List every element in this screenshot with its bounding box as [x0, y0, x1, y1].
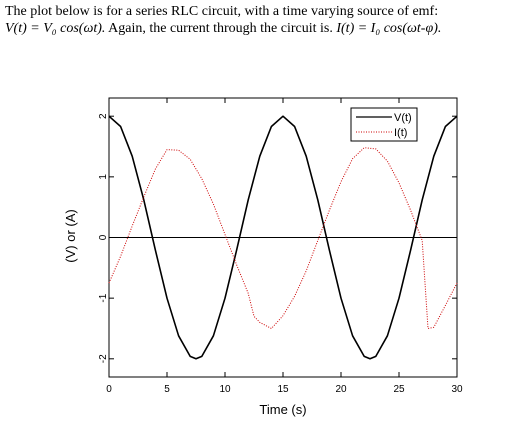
series-layer [108, 115, 458, 360]
x-tick-label-0: 0 [106, 384, 112, 395]
y-tick-label-0: 0 [98, 234, 109, 240]
x-tick-label-20: 20 [335, 384, 347, 395]
problem-statement: The plot below is for a series RLC circu… [5, 3, 510, 37]
x-tick-label-30: 30 [451, 384, 463, 395]
series-line-v-t [108, 115, 458, 360]
y-tick-label--1: -1 [98, 293, 109, 302]
y-tick-label-2: 2 [98, 113, 109, 119]
y-axis-title: (V) or (A) [63, 209, 78, 262]
x-tick-label-25: 25 [393, 384, 405, 395]
voltage-equation: V(t) = V₀ cos(ωt). [5, 21, 106, 36]
x-tick-label-5: 5 [164, 384, 170, 395]
x-axis-title: Time (s) [259, 402, 306, 417]
problem-line-1: The plot below is for a series RLC circu… [5, 4, 439, 19]
y-tick-label-1: 1 [98, 174, 109, 180]
legend-label-voltage: V(t) [394, 112, 412, 124]
legend-box [350, 107, 418, 142]
legend: V(t) I(t) [350, 107, 418, 142]
problem-line-2: V(t) = V₀ cos(ωt). Again, the current th… [5, 20, 510, 37]
x-tick-label-10: 10 [219, 384, 231, 395]
tick-label-layer: 0 5 10 15 20 25 30 -2 -1 0 1 2 [98, 113, 463, 395]
current-equation: I(t) = I₀ cos(ωt-φ). [336, 21, 442, 36]
x-tick-label-15: 15 [277, 384, 289, 395]
legend-label-current: I(t) [394, 127, 407, 139]
series-line-i-t [108, 147, 458, 329]
problem-line-2-text: Again, the current through the circuit i… [105, 21, 337, 36]
tick-layer [108, 98, 458, 377]
y-tick-label--2: -2 [98, 354, 109, 363]
